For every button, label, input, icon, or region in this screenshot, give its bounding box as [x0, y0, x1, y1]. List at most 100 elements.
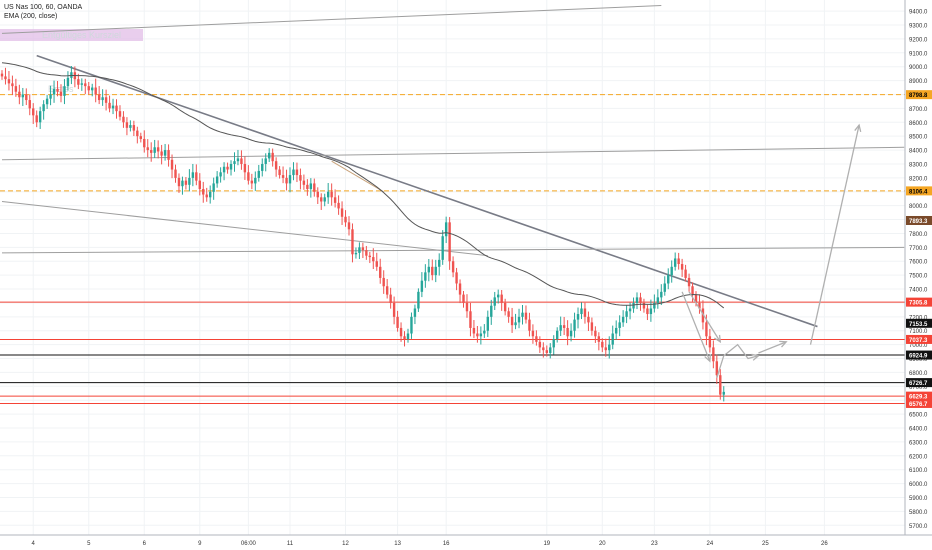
candle-body — [94, 87, 97, 95]
candle-body — [302, 180, 306, 185]
trend-line — [1, 246, 905, 254]
candle-body — [642, 302, 646, 309]
candle-body — [56, 88, 59, 92]
forecast-arrow — [716, 343, 759, 379]
price-tick: 7100.0 — [909, 329, 928, 335]
price-label-bg — [906, 398, 932, 408]
candle-body — [281, 175, 285, 178]
candle-body — [191, 172, 195, 178]
candle-body — [202, 188, 205, 195]
candle-body — [153, 147, 156, 153]
candle-body — [510, 316, 514, 326]
price-tick: 8700.0 — [909, 107, 928, 113]
candle-body — [462, 294, 465, 303]
time-axis[interactable]: 4 5 6 9 06:00 11 12 13 16 19 20 23 24 25 26 — [0, 534, 932, 550]
candle-body — [701, 308, 705, 323]
price-label: 6726.7 — [909, 381, 928, 387]
candle-body — [292, 169, 295, 176]
candle-body — [625, 311, 628, 317]
candle-body — [608, 344, 611, 351]
candle-body — [535, 336, 538, 342]
candle-body — [32, 108, 35, 116]
candle-body — [66, 77, 70, 87]
candle-body — [455, 272, 458, 284]
time-tick: 9 — [198, 541, 202, 547]
price-tick: 6000.0 — [909, 482, 928, 488]
price-tick: 9100.0 — [909, 51, 928, 57]
candle-body — [583, 308, 587, 317]
candle-body — [382, 277, 385, 287]
time-axis-bg — [0, 535, 932, 550]
candle-body — [143, 138, 146, 148]
candle-body — [517, 316, 521, 323]
candle-body — [174, 169, 177, 178]
candle-body — [618, 322, 621, 328]
price-tick: 9300.0 — [909, 24, 928, 30]
candle-body — [497, 294, 500, 298]
candle-body — [514, 322, 517, 326]
candle-body — [486, 316, 489, 331]
candle-body — [545, 350, 548, 353]
candle-body — [243, 163, 247, 173]
price-tick: 6700.0 — [909, 385, 928, 391]
price-tick: 5700.0 — [909, 524, 928, 530]
ema-polyline — [1, 62, 725, 309]
time-tick: 19 — [543, 541, 550, 547]
trend-line — [36, 54, 818, 328]
candle-body — [687, 277, 691, 287]
price-tick: 7000.0 — [909, 343, 928, 349]
forecast-arrow — [681, 291, 711, 362]
candle-body — [45, 98, 49, 105]
candle-body — [594, 330, 597, 337]
price-labels: 8798.8 8106.4 7893.3 7305.8 7153.5 7037.3 6924… — [906, 90, 932, 408]
candle-body — [77, 79, 80, 85]
candle-body — [150, 150, 153, 153]
candle-body — [705, 322, 708, 337]
candle-body — [559, 325, 562, 331]
price-tick: 7200.0 — [909, 315, 928, 321]
candle-body — [684, 269, 687, 278]
candle-body — [261, 163, 264, 171]
candles — [0, 66, 725, 402]
candle-body — [104, 97, 108, 103]
candle-body — [403, 336, 406, 340]
candle-body — [490, 305, 493, 317]
candle-body — [226, 166, 229, 170]
price-tick: 7600.0 — [909, 260, 928, 266]
candle-body — [233, 161, 236, 164]
price-tick: 7500.0 — [909, 274, 928, 280]
candle-body — [347, 222, 351, 230]
target-box-label: Entgültiges Kursziel — [42, 30, 121, 40]
price-axis[interactable]: 9400.09300.09200.09100.09000.08900.08800… — [904, 0, 932, 550]
candle-body — [413, 308, 417, 317]
candle-body — [621, 316, 625, 323]
candle-body — [372, 257, 375, 262]
candle-body — [28, 100, 31, 109]
candle-body — [330, 191, 333, 198]
chart-legend: US Nas 100, 60, OANDA EMA (200, close) — [4, 3, 82, 21]
price-label: 8106.4 — [909, 189, 928, 195]
candle-body — [38, 111, 42, 123]
candle-body — [18, 91, 21, 98]
candle-body — [313, 183, 316, 192]
trend-line — [1, 5, 662, 34]
price-tick: 7800.0 — [909, 232, 928, 238]
price-tick: 8400.0 — [909, 149, 928, 155]
candle-body — [101, 97, 104, 101]
candle-body — [146, 147, 149, 151]
price-tick: 7400.0 — [909, 288, 928, 294]
candle-body — [628, 308, 632, 312]
horizontal-levels — [0, 94, 905, 404]
candle-body — [434, 266, 437, 276]
candle-body — [483, 330, 486, 334]
candle-body — [410, 316, 413, 334]
candle-body — [195, 172, 198, 181]
price-tick: 6500.0 — [909, 413, 928, 419]
candle-body — [663, 283, 666, 292]
candle-body — [188, 177, 191, 185]
candle-body — [0, 73, 4, 77]
candle-body — [722, 391, 725, 395]
time-tick: 26 — [821, 541, 828, 547]
price-tick: 8300.0 — [909, 162, 928, 168]
trend-line — [331, 160, 384, 193]
